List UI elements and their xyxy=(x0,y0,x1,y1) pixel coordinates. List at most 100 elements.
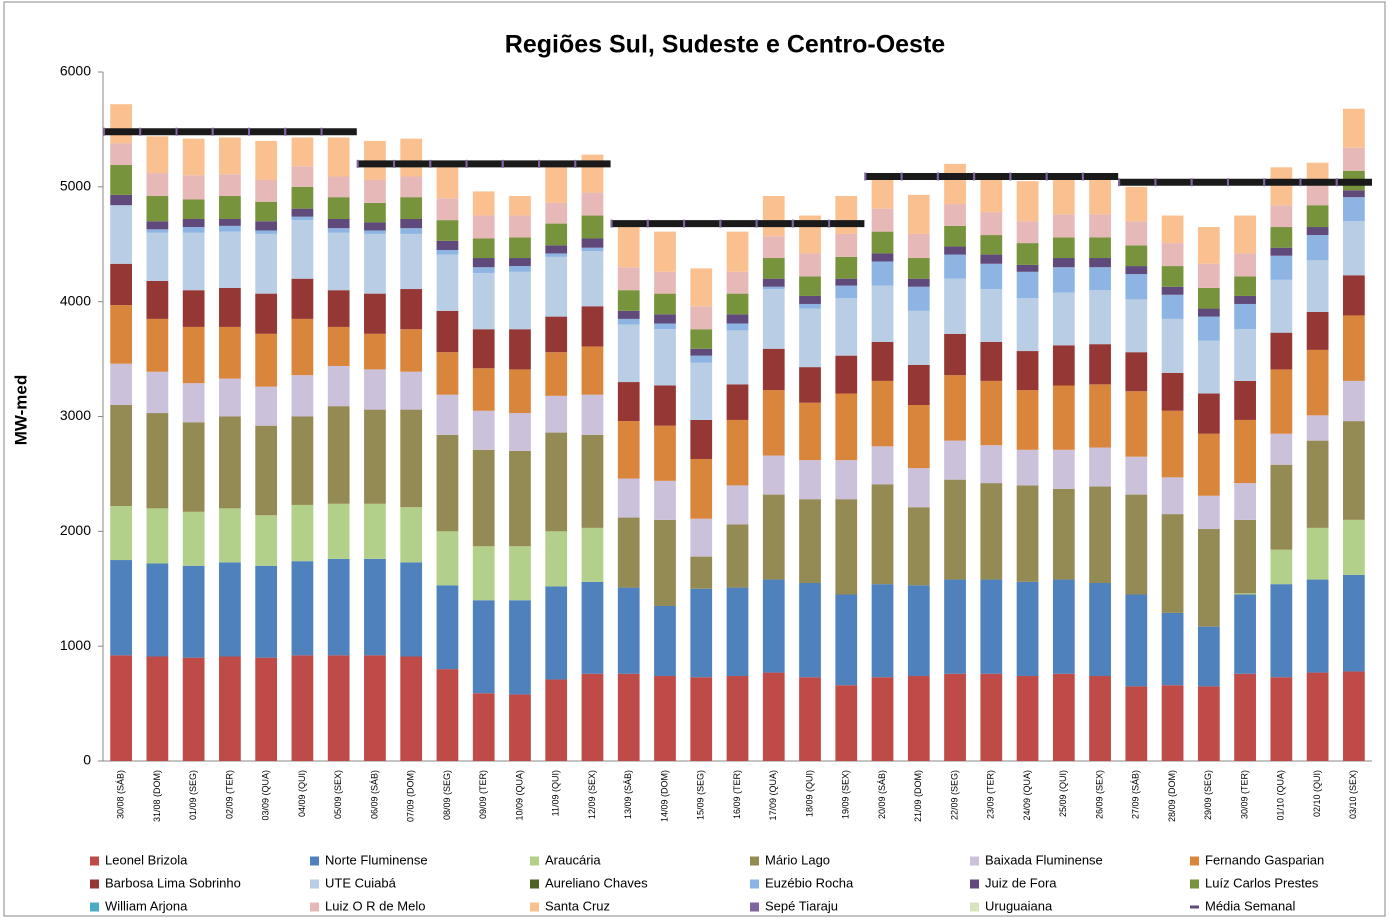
bar-segment xyxy=(726,293,749,315)
bar-segment xyxy=(1052,345,1075,386)
bar-segment xyxy=(690,268,713,307)
bar-segment xyxy=(146,563,169,657)
bar-segment xyxy=(871,208,894,232)
bar-segment xyxy=(799,295,821,304)
bar-segment xyxy=(1306,440,1329,528)
bar-segment xyxy=(654,425,676,481)
bar-segment xyxy=(1197,340,1220,394)
bar-segment xyxy=(327,365,350,407)
bar-segment xyxy=(1270,549,1293,585)
bar-segment xyxy=(400,409,423,508)
bar-segment xyxy=(980,263,1003,290)
bar-segment xyxy=(1306,349,1329,416)
bar-segment xyxy=(1125,391,1148,457)
legend-label: Baixada Fluminense xyxy=(985,852,1103,867)
bar-segment xyxy=(835,285,858,299)
bar-segment xyxy=(944,163,966,205)
bar-segment xyxy=(1342,671,1365,761)
bar-segment xyxy=(944,579,966,674)
bar-segment xyxy=(364,222,386,231)
bar-segment xyxy=(1125,274,1148,300)
bar-segment xyxy=(472,191,495,216)
bar-segment xyxy=(110,305,133,364)
bar-segment xyxy=(1089,447,1111,487)
bar-segment xyxy=(726,323,749,331)
bar-segment xyxy=(400,562,423,657)
bar-segment xyxy=(1234,295,1256,304)
legend-label: Norte Fluminense xyxy=(325,852,428,867)
bar-segment xyxy=(1342,574,1365,672)
bar-segment xyxy=(110,143,133,166)
bar-segment xyxy=(581,247,604,252)
bar-segment xyxy=(1016,390,1039,450)
bar-segment xyxy=(364,655,386,761)
x-tick-label: 22/09 (SEG) xyxy=(949,770,959,820)
bar-segment xyxy=(1270,255,1293,280)
bar-segment xyxy=(835,460,858,500)
y-tick-label: 0 xyxy=(83,752,91,768)
bar-segment xyxy=(944,479,966,580)
bar-segment xyxy=(509,215,531,238)
bar-segment xyxy=(1234,303,1256,330)
bar-segment xyxy=(472,410,495,450)
legend-label: Santa Cruz xyxy=(545,898,610,913)
bar-segment xyxy=(1161,243,1184,267)
bar-segment xyxy=(799,460,821,500)
legend-label: UTE Cuiabá xyxy=(325,875,397,890)
bar-segment xyxy=(436,166,459,199)
bar-segment xyxy=(1016,676,1039,761)
bar-segment xyxy=(1234,276,1256,296)
bar-segment xyxy=(1089,676,1111,761)
bar-segment xyxy=(110,506,133,561)
bar-segment xyxy=(835,685,858,761)
bar-segment xyxy=(581,215,604,239)
bar-segment xyxy=(871,178,894,209)
bar-segment xyxy=(1270,464,1293,550)
bar-segment xyxy=(400,197,423,219)
bar-segment xyxy=(907,468,930,508)
bar-segment xyxy=(1306,260,1329,313)
legend-marker xyxy=(1190,879,1199,889)
bar-segment xyxy=(1016,181,1039,222)
bar-segment xyxy=(545,245,568,254)
bar-segment xyxy=(255,221,278,231)
bar-segment xyxy=(980,177,1003,213)
bar-segment xyxy=(1234,673,1256,761)
bar-segment xyxy=(726,524,749,588)
bar-segment xyxy=(1197,626,1220,687)
bar-segment xyxy=(436,434,459,532)
x-tick-label: 30/09 (TER) xyxy=(1239,770,1249,819)
bar-segment xyxy=(291,318,314,376)
bar-segment xyxy=(291,561,314,656)
bar-segment xyxy=(1234,519,1256,594)
bar-segment xyxy=(799,402,821,461)
bar-segment xyxy=(436,249,459,255)
bar-segment xyxy=(509,694,531,761)
bar-segment xyxy=(400,656,423,761)
bar-segment xyxy=(1125,245,1148,267)
bar-segment xyxy=(327,503,350,559)
bar-segment xyxy=(1270,279,1293,333)
bar-segment xyxy=(1342,421,1365,520)
bar-segment xyxy=(1161,477,1184,515)
legend-marker xyxy=(970,856,979,866)
bar-segment xyxy=(1197,263,1220,288)
bar-segment xyxy=(1342,147,1365,171)
bar-segment xyxy=(1089,486,1111,584)
bar-segment xyxy=(291,655,314,761)
bar-segment xyxy=(472,329,495,369)
bar-segment xyxy=(255,233,278,294)
chart-title: Regiões Sul, Sudeste e Centro-Oeste xyxy=(505,31,945,59)
bar-segment xyxy=(654,323,676,330)
legend-label: Fernando Gasparian xyxy=(1205,852,1324,867)
bar-segment xyxy=(690,588,713,678)
bar-segment xyxy=(907,676,930,761)
legend-label: Média Semanal xyxy=(1205,898,1295,913)
bar-segment xyxy=(509,450,531,547)
legend-marker xyxy=(310,879,319,889)
bar-segment xyxy=(980,254,1003,264)
x-tick-label: 16/09 (TER) xyxy=(732,770,742,819)
bar-segment xyxy=(690,677,713,761)
bar-segment xyxy=(799,367,821,403)
bar-segment xyxy=(110,263,133,306)
